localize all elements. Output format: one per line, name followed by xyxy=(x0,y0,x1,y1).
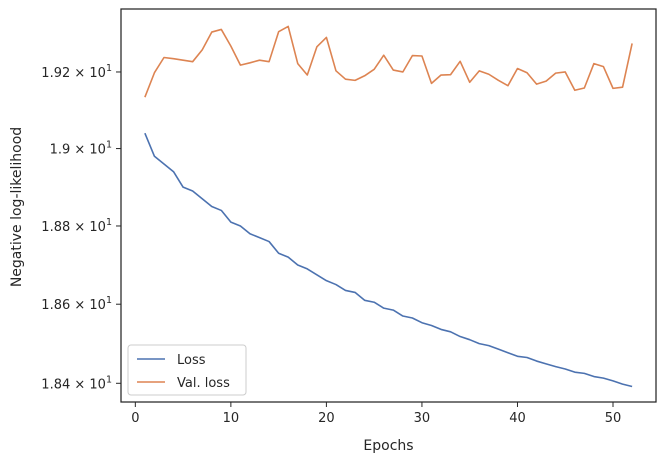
x-tick-label: 0 xyxy=(131,411,139,426)
legend-label-loss: Loss xyxy=(177,353,206,368)
plot-frame xyxy=(120,8,657,403)
y-axis: 1.84 × 101 1.86 × 101 1.88 × 101 1.9 × 101 1… xyxy=(41,63,121,392)
y-tick-label: 1.88 × 101 xyxy=(41,217,112,235)
legend: Loss Val. loss xyxy=(127,344,247,396)
x-tick-label: 30 xyxy=(414,411,431,426)
legend-label-val-loss: Val. loss xyxy=(177,376,230,391)
y-tick-label: 1.9 × 101 xyxy=(50,140,112,158)
x-tick-label: 50 xyxy=(605,411,622,426)
x-tick-label: 20 xyxy=(318,411,335,426)
series-line-val-loss xyxy=(144,25,633,98)
series-line-loss xyxy=(144,132,633,388)
y-tick-label: 1.86 × 101 xyxy=(41,295,112,313)
x-tick-label: 40 xyxy=(509,411,526,426)
y-axis-label: Negative log-likelihood xyxy=(9,127,25,287)
x-axis-label: Epochs xyxy=(363,438,413,454)
y-tick-label: 1.92 × 101 xyxy=(41,63,112,81)
x-axis: 0 10 20 30 40 50 xyxy=(131,402,621,426)
plot-lines xyxy=(144,25,633,388)
y-tick-label: 1.84 × 101 xyxy=(41,374,112,392)
x-tick-label: 10 xyxy=(223,411,240,426)
